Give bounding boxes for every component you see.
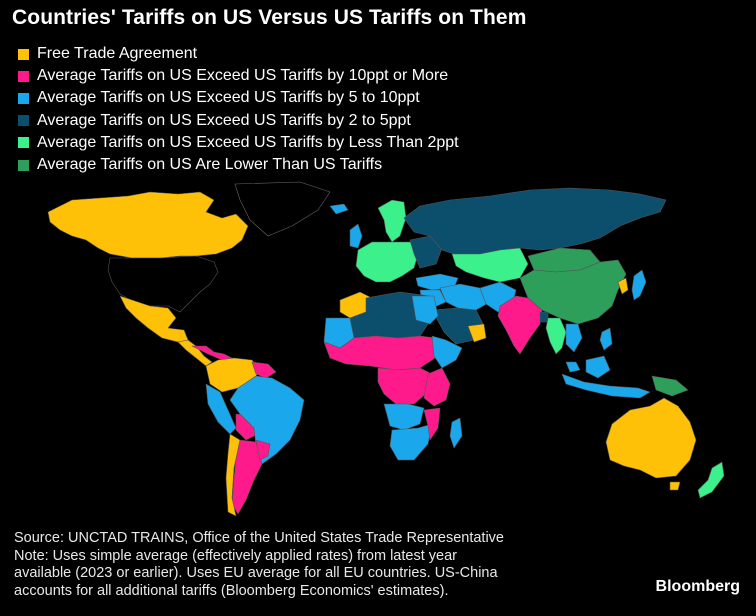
legend-label: Average Tariffs on US Exceed US Tariffs … [37,67,449,85]
region-malaysia [565,361,581,373]
legend-swatch [18,92,29,104]
region-ecuador-peru [205,383,237,435]
legend-label: Average Tariffs on US Exceed US Tariffs … [37,133,459,151]
region-chile [225,433,241,517]
legend-item-fta: Free Trade Agreement [18,43,459,65]
region-japan [631,269,647,301]
legend-item-2-to-5ppt: Average Tariffs on US Exceed US Tariffs … [18,110,459,132]
region-uruguay-paraguay [255,439,271,461]
region-indonesia [561,373,651,399]
region-korea [617,277,629,295]
legend-swatch [18,115,29,127]
region-myanmar-thailand [545,317,567,355]
region-yemen-oman [467,323,487,343]
legend-swatch [18,48,29,60]
region-europe [355,241,419,283]
legend-item-5-to-10ppt: Average Tariffs on US Exceed US Tariffs … [18,87,459,109]
region-southern-africa [389,423,433,461]
region-iceland [329,203,349,215]
legend-label: Free Trade Agreement [37,45,198,63]
region-bangladesh [539,311,549,323]
legend-label: Average Tariffs on US Exceed US Tariffs … [37,89,420,107]
region-central-america [177,339,213,367]
region-central-africa [377,367,433,405]
region-russia [403,187,667,257]
region-iraq-iran [439,283,491,311]
region-canada-alaska [47,191,249,259]
region-brazil [229,375,305,465]
legend-label: Average Tariffs on US Exceed US Tariffs … [37,111,411,129]
region-greenland [234,181,331,237]
legend: Free Trade Agreement Average Tariffs on … [18,43,459,176]
region-caribbean [191,345,233,361]
region-borneo [585,355,611,379]
region-scandinavia [377,199,407,243]
region-guianas [251,361,277,379]
legend-item-less-than-2ppt: Average Tariffs on US Exceed US Tariffs … [18,132,459,154]
footer-note: Source: UNCTAD TRAINS, Office of the Uni… [14,530,614,600]
region-horn-of-africa [431,335,463,369]
legend-item-10ppt-or-more: Average Tariffs on US Exceed US Tariffs … [18,65,459,87]
region-egypt [411,295,439,325]
legend-swatch [18,137,29,149]
note-line: accounts for all additional tariffs (Blo… [14,582,449,599]
region-uk [349,223,363,249]
legend-swatch [18,159,29,171]
region-new-guinea [651,375,689,397]
region-tasmania [669,481,681,491]
region-mozambique [423,407,441,441]
legend-item-lower: Average Tariffs on US Are Lower Than US … [18,154,459,176]
region-usa [107,255,219,313]
note-line: Note: Uses simple average (effectively a… [14,547,457,564]
region-madagascar [449,417,463,449]
region-angola-zambia [383,403,425,431]
legend-label: Average Tariffs on US Are Lower Than US … [37,156,383,174]
source-text: Source: UNCTAD TRAINS, Office of the Uni… [14,530,504,546]
note-line: available (2023 or earlier). Uses EU ave… [14,565,498,581]
map-title: Countries' Tariffs on US Versus US Tarif… [12,6,527,29]
region-india [497,295,543,355]
region-australia [605,397,697,479]
bloomberg-logo: Bloomberg [655,578,740,595]
region-east-africa [423,367,451,407]
legend-swatch [18,70,29,82]
region-indochina [565,323,583,353]
world-map [47,181,725,517]
region-philippines [599,327,613,351]
region-new-zealand [697,461,725,499]
